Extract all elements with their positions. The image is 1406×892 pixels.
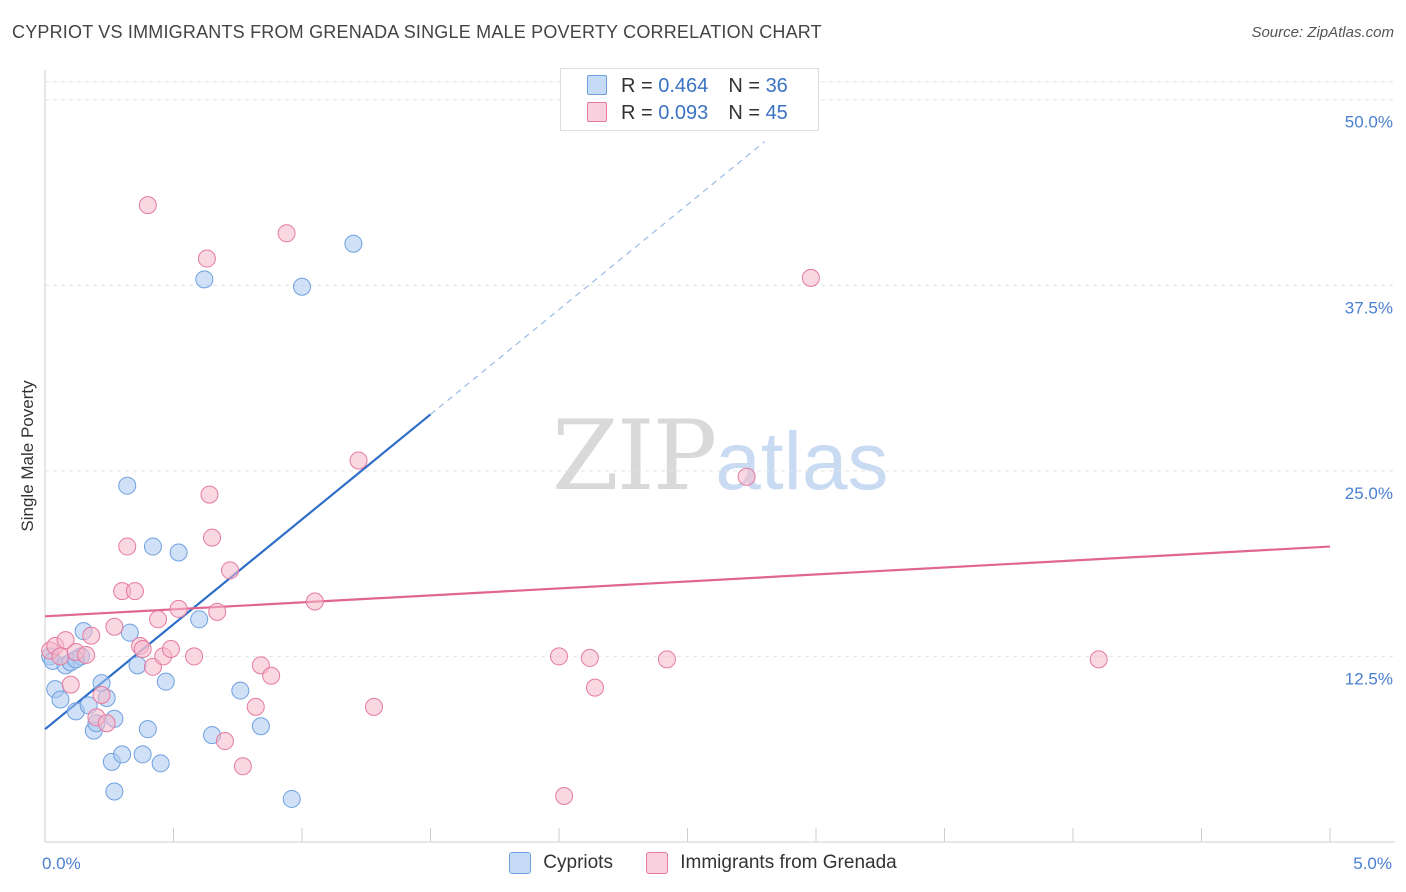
data-point [77,645,96,664]
data-point [105,617,124,636]
trend-lines [44,141,1331,731]
data-point [221,561,240,580]
data-point [61,675,80,694]
data-point [92,686,111,705]
data-point [293,277,311,296]
data-point [190,610,209,629]
data-point [56,631,75,650]
data-point [118,476,137,495]
data-point [51,690,70,709]
data-point [555,786,574,805]
data-point [138,196,157,215]
watermark-atlas: atlas [715,416,889,507]
data-point [657,650,676,669]
legend-row-cypriots: R = 0.464 N = 36 [587,75,788,98]
legend-r-value: 0.464 [658,75,709,97]
data-point [133,745,152,764]
data-point [156,672,175,691]
legend-n-value: 45 [765,102,788,124]
trend-extension-cypriots [430,141,765,415]
data-point [51,647,70,666]
data-point [151,754,170,773]
data-point [208,602,227,621]
data-point [200,485,219,504]
data-point [737,467,756,486]
data-point [233,757,252,776]
y-tick-label: 50.0% [1345,113,1393,132]
legend-n-label: N = [728,102,766,124]
trend-line-grenada [44,545,1331,618]
data-point [282,789,301,808]
data-points [41,196,1108,808]
bottom-legend-label: Cypriots [543,852,613,873]
data-point [231,681,250,700]
data-point [195,270,214,289]
data-point [125,582,144,601]
y-tick-label: 12.5% [1345,669,1393,688]
y-tick-label: 37.5% [1345,298,1393,317]
bottom-legend-swatch-grenada [646,852,669,874]
data-point [161,640,180,658]
data-point [185,647,204,666]
x-tick-label: 5.0% [1353,854,1392,873]
data-point [585,678,604,697]
tick-labels: 12.5% 25.0% 37.5% 50.0% 0.0% 5.0% [42,113,1393,873]
legend-r-label: R = [621,75,659,97]
data-point [1089,650,1108,669]
data-point [550,647,568,666]
axes [44,70,1395,843]
chart-title: CYPRIOT VS IMMIGRANTS FROM GRENADA SINGL… [12,22,822,42]
source-label: Source: ZipAtlas.com [1251,24,1394,41]
data-point [251,717,270,736]
legend-n-value: 36 [765,75,788,97]
data-point [82,626,101,645]
bottom-legend-grenada: Immigrants from Grenada [646,852,897,874]
data-point [105,782,124,801]
data-point [138,720,157,739]
bottom-legend-cypriots: Cypriots [509,852,613,874]
legend-r-label: R = [621,102,659,124]
watermark-zip: ZIP [552,400,717,512]
data-point [349,451,368,470]
data-point [197,249,216,268]
data-point [262,666,281,685]
data-point [580,648,599,667]
data-point [128,656,147,675]
y-tick-label: 25.0% [1345,484,1393,503]
data-point [169,543,188,562]
data-point [277,224,296,243]
data-point [801,268,820,287]
legend-row-grenada: R = 0.093 N = 45 [587,102,788,125]
data-point [305,592,324,611]
bottom-legend-label: Immigrants from Grenada [680,852,897,873]
data-point [149,610,168,629]
bottom-legend: Cypriots Immigrants from Grenada [0,852,1406,880]
data-point [215,732,234,751]
data-point [169,599,188,618]
data-point [97,714,116,733]
legend-swatch-grenada [587,102,607,122]
data-point [118,537,137,556]
data-point [344,234,363,253]
data-point [203,528,222,547]
bottom-legend-swatch-cypriots [509,852,532,874]
data-point [364,697,383,716]
legend-box: R = 0.464 N = 36 R = 0.093 N = 45 [560,68,819,131]
series-grenada [41,196,1108,805]
legend-swatch-cypriots [587,75,607,95]
data-point [133,640,152,658]
watermark: ZIPatlas [552,400,888,512]
data-point [113,745,132,764]
x-tick-label: 0.0% [42,854,81,873]
legend-r-value: 0.093 [658,102,709,124]
data-point [120,623,139,642]
data-point [143,537,162,556]
legend-n-label: N = [728,75,766,97]
data-point [246,697,265,716]
grid-lines [45,81,1395,657]
